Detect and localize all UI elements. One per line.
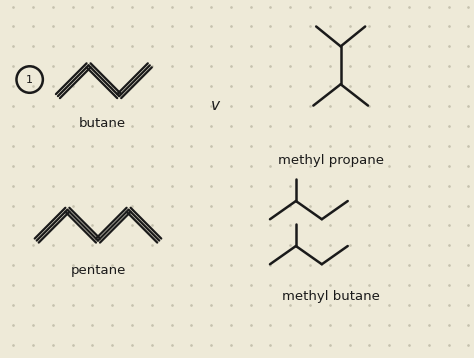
Text: butane: butane — [79, 117, 126, 130]
Text: v: v — [211, 98, 220, 113]
Text: 1: 1 — [26, 74, 33, 84]
Text: methyl butane: methyl butane — [283, 290, 380, 303]
Text: pentane: pentane — [70, 264, 126, 277]
Text: methyl propane: methyl propane — [278, 154, 384, 167]
